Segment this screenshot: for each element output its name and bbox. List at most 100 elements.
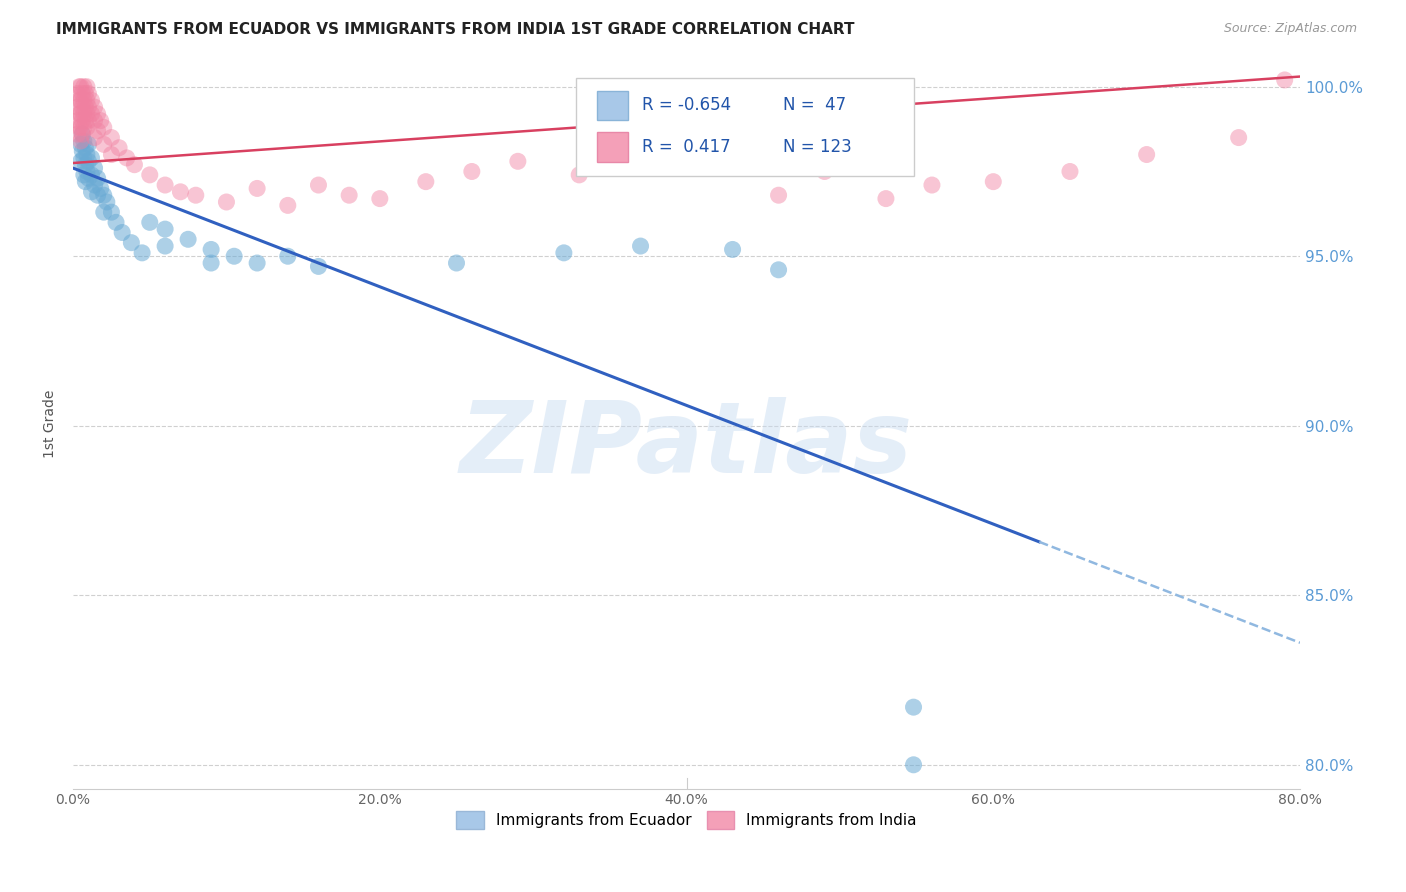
Point bbox=[100, 130, 122, 145]
Point bbox=[100, 205, 122, 219]
Point bbox=[461, 164, 484, 178]
Point bbox=[77, 137, 100, 152]
Point bbox=[184, 188, 207, 202]
Point bbox=[80, 185, 103, 199]
Point bbox=[630, 158, 652, 172]
Point bbox=[66, 87, 89, 101]
Point bbox=[630, 239, 652, 253]
Point bbox=[246, 181, 269, 195]
Point bbox=[76, 79, 98, 94]
Point bbox=[768, 262, 790, 277]
Point bbox=[67, 120, 90, 135]
Point bbox=[277, 249, 299, 263]
Point bbox=[80, 107, 103, 121]
Point bbox=[83, 113, 105, 128]
Point bbox=[69, 79, 91, 94]
Point bbox=[446, 256, 468, 270]
Point bbox=[415, 175, 437, 189]
Point bbox=[90, 181, 112, 195]
Text: Source: ZipAtlas.com: Source: ZipAtlas.com bbox=[1223, 22, 1357, 36]
Point bbox=[1227, 130, 1250, 145]
Point bbox=[86, 171, 108, 186]
Point bbox=[76, 93, 98, 107]
Text: R = -0.654: R = -0.654 bbox=[643, 96, 731, 114]
Y-axis label: 1st Grade: 1st Grade bbox=[44, 390, 58, 458]
Point bbox=[277, 198, 299, 212]
Point bbox=[67, 107, 90, 121]
Point bbox=[80, 151, 103, 165]
Text: R =  0.417: R = 0.417 bbox=[643, 138, 731, 156]
FancyBboxPatch shape bbox=[598, 91, 627, 120]
Point bbox=[73, 107, 96, 121]
Point bbox=[153, 222, 176, 236]
Point bbox=[139, 215, 162, 229]
Point bbox=[903, 757, 925, 772]
Point bbox=[69, 107, 91, 121]
Point bbox=[69, 154, 91, 169]
Point bbox=[139, 168, 162, 182]
Point bbox=[80, 168, 103, 182]
Point bbox=[66, 100, 89, 114]
Point bbox=[69, 93, 91, 107]
Point bbox=[93, 205, 115, 219]
Point bbox=[76, 120, 98, 135]
Point bbox=[903, 700, 925, 714]
Point bbox=[67, 93, 90, 107]
Point bbox=[981, 175, 1004, 189]
Point bbox=[93, 120, 115, 135]
Point bbox=[66, 127, 89, 141]
Point bbox=[875, 192, 897, 206]
FancyBboxPatch shape bbox=[576, 78, 914, 177]
Text: N = 123: N = 123 bbox=[783, 138, 852, 156]
Point bbox=[75, 175, 97, 189]
Point bbox=[72, 87, 94, 101]
Point bbox=[66, 113, 89, 128]
Point bbox=[75, 141, 97, 155]
Point bbox=[200, 256, 222, 270]
Point bbox=[93, 188, 115, 202]
Point bbox=[200, 243, 222, 257]
Point bbox=[83, 130, 105, 145]
Point bbox=[69, 137, 91, 152]
Point bbox=[706, 147, 728, 161]
Point bbox=[77, 100, 100, 114]
Point bbox=[177, 232, 200, 246]
Point bbox=[124, 158, 146, 172]
Point bbox=[131, 245, 153, 260]
Point bbox=[72, 127, 94, 141]
Point bbox=[215, 194, 238, 209]
Point bbox=[108, 141, 131, 155]
Point bbox=[100, 147, 122, 161]
Point bbox=[75, 158, 97, 172]
Point bbox=[72, 100, 94, 114]
Point bbox=[73, 134, 96, 148]
Point bbox=[73, 151, 96, 165]
Point bbox=[80, 93, 103, 107]
Point bbox=[111, 226, 134, 240]
Point bbox=[721, 243, 744, 257]
Point bbox=[1059, 164, 1081, 178]
Point bbox=[768, 188, 790, 202]
Point bbox=[83, 100, 105, 114]
Point bbox=[337, 188, 360, 202]
Point bbox=[69, 134, 91, 148]
Text: ZIPatlas: ZIPatlas bbox=[460, 398, 912, 494]
Point bbox=[120, 235, 142, 250]
Point bbox=[86, 107, 108, 121]
Point bbox=[75, 100, 97, 114]
Point bbox=[72, 144, 94, 158]
Point bbox=[553, 245, 575, 260]
Point bbox=[83, 161, 105, 175]
Point bbox=[93, 137, 115, 152]
Point bbox=[153, 178, 176, 192]
Point bbox=[921, 178, 943, 192]
Point bbox=[77, 87, 100, 101]
Legend: Immigrants from Ecuador, Immigrants from India: Immigrants from Ecuador, Immigrants from… bbox=[450, 805, 924, 836]
Point bbox=[77, 171, 100, 186]
Point bbox=[73, 120, 96, 135]
FancyBboxPatch shape bbox=[598, 133, 627, 161]
Point bbox=[76, 164, 98, 178]
Point bbox=[246, 256, 269, 270]
Point bbox=[153, 239, 176, 253]
Point bbox=[86, 124, 108, 138]
